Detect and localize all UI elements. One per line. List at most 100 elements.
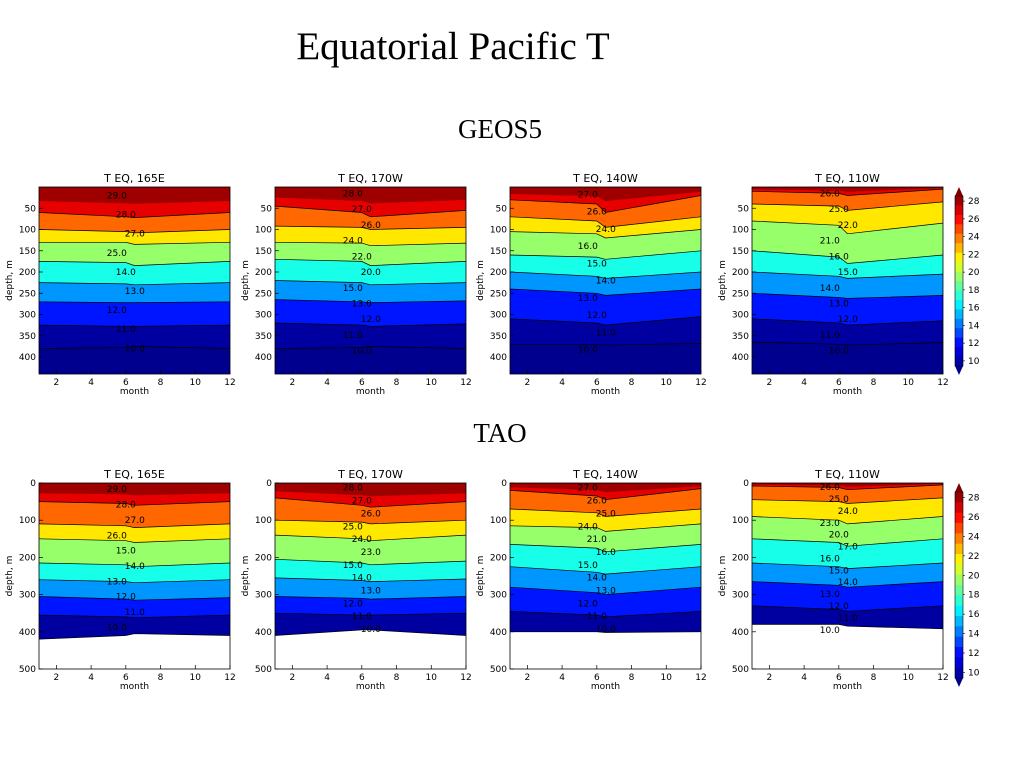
x-tick-label: 4 [801, 378, 807, 388]
panel-title: T EQ, 110W [814, 468, 880, 481]
contour-label: 15.0 [829, 566, 849, 576]
contour-line [275, 258, 466, 266]
panel-tao-140w: 27.0 26.0 25.0 24.0 21.0 16.0 15.0 14.0 13.0 12.0… [476, 468, 707, 692]
contour-line [39, 579, 230, 584]
contour-label: 24.0 [596, 225, 616, 235]
band-top [39, 187, 230, 204]
contour-label: 10.0 [829, 347, 849, 357]
y-tick-label: 400 [732, 353, 749, 363]
x-tick-label: 12 [460, 673, 471, 683]
y-tick-label: 400 [490, 353, 507, 363]
contour-label: 27.0 [578, 484, 598, 494]
contour-line [510, 250, 701, 260]
y-tick-label: 0 [266, 479, 272, 489]
y-tick-label: 100 [255, 516, 272, 526]
y-tick-label: 100 [490, 516, 507, 526]
y-axis-label: depth, m [476, 556, 486, 597]
panel-geos5-165e: 29.0 28.0 27.0 25.0 14.0 13.0 12.0 11.0 10.0 T EQ… [5, 172, 236, 397]
contour-label: 12.0 [587, 311, 607, 321]
contour-line [275, 241, 466, 247]
x-tick-label: 8 [629, 378, 635, 388]
y-tick-label: 200 [490, 268, 507, 278]
contour-label: 25.0 [343, 522, 363, 532]
colorbar-segment [955, 243, 963, 254]
x-axis-label: month [833, 682, 862, 692]
contour-line [510, 216, 701, 228]
plot-frame [751, 186, 944, 375]
colorbar-segment [955, 252, 963, 263]
contour-labels: 26.0 25.0 24.0 23.0 20.0 17.0 16.015.0 14.0 13.0… [820, 483, 858, 636]
colorbar-segment [955, 595, 963, 607]
contour-line [510, 195, 701, 213]
y-tick-label: 300 [19, 311, 36, 321]
contour-bands [510, 187, 701, 374]
colorbar-tick-label: 12 [968, 339, 979, 349]
colorbar-segment [955, 196, 963, 207]
y-tick-label: 0 [743, 479, 749, 489]
colorbar-segment [955, 533, 963, 545]
y-tick-label: 150 [255, 247, 272, 257]
colorbar-segment [955, 585, 963, 596]
contour-label: 28.0 [116, 211, 136, 221]
contour-label: 16.0 [596, 548, 616, 558]
contour-label: 26.0 [107, 531, 127, 541]
panel-tao-165e: 29.0 28.0 27.0 26.0 15.0 14.0 13.0 12.0 11.0 10.0… [5, 468, 236, 692]
x-tick-label: 12 [937, 673, 948, 683]
contour-label: 29.0 [107, 192, 127, 202]
panel-title: T EQ, 165E [103, 468, 165, 481]
x-tick-label: 6 [359, 673, 365, 683]
panel-tao-110w: 26.0 25.0 24.0 23.0 20.0 17.0 16.015.0 14.0 13.0… [718, 468, 949, 692]
colorbar-segment [955, 271, 963, 282]
plot-frame [38, 482, 231, 670]
plot-frame [509, 482, 702, 670]
colorbar-segment [955, 337, 963, 348]
colorbar-tick-label: 14 [968, 630, 980, 640]
x-tick-label: 6 [594, 673, 600, 683]
contour-lines [39, 212, 230, 349]
contour-label: 23.0 [361, 548, 381, 558]
colorbar-segment [955, 214, 963, 225]
y-axis-label: depth, m [718, 556, 728, 597]
contour-label: 25.0 [829, 205, 849, 215]
contour-label: 11.0 [596, 328, 616, 338]
contour-lines [752, 484, 943, 630]
colorbar-frame [954, 195, 964, 367]
contour-label: 10.0 [352, 347, 372, 357]
contour-line [752, 271, 943, 279]
y-tick-label: 300 [490, 311, 507, 321]
x-tick-label: 8 [394, 673, 400, 683]
contour-label: 11.0 [116, 325, 136, 335]
contour-line [510, 586, 701, 595]
contour-label: 10.0 [596, 625, 616, 635]
x-tick-label: 8 [158, 378, 164, 388]
contour-line [752, 605, 943, 612]
contour-label: 21.0 [587, 535, 607, 545]
contour-label: 20.0 [829, 531, 849, 541]
contour-labels: 28.0 27.0 26.0 24.0 22.0 20.0 15.0 13.0 12.0 11.0… [343, 189, 381, 356]
colorbar-tick-label: 20 [968, 571, 980, 581]
contour-label: 14.0 [116, 268, 136, 278]
contour-label: 13.0 [125, 287, 145, 297]
contour-line [752, 201, 943, 211]
x-tick-label: 8 [394, 378, 400, 388]
contour-line [510, 610, 701, 618]
contour-label: 14.0 [587, 574, 607, 584]
x-tick-label: 10 [426, 378, 438, 388]
contour-line [752, 497, 943, 504]
contour-label: 11.0 [820, 331, 840, 341]
panel-title: T EQ, 170W [337, 468, 403, 481]
x-tick-label: 2 [289, 673, 295, 683]
x-tick-label: 6 [123, 673, 129, 683]
colorbar-tick-label: 10 [968, 668, 980, 678]
y-tick-label: 350 [732, 332, 749, 342]
band-1 [752, 483, 943, 504]
colorbar-segment [955, 512, 963, 524]
contour-label: 27.0 [125, 230, 145, 240]
contour-line [275, 577, 466, 582]
colorbar-tick-label: 20 [968, 268, 980, 278]
y-tick-label: 100 [490, 226, 507, 236]
contour-bands [39, 187, 230, 374]
y-tick-label: 100 [19, 516, 36, 526]
section-title-geos5: GEOS5 [457, 114, 542, 144]
contour-lines [275, 205, 466, 349]
